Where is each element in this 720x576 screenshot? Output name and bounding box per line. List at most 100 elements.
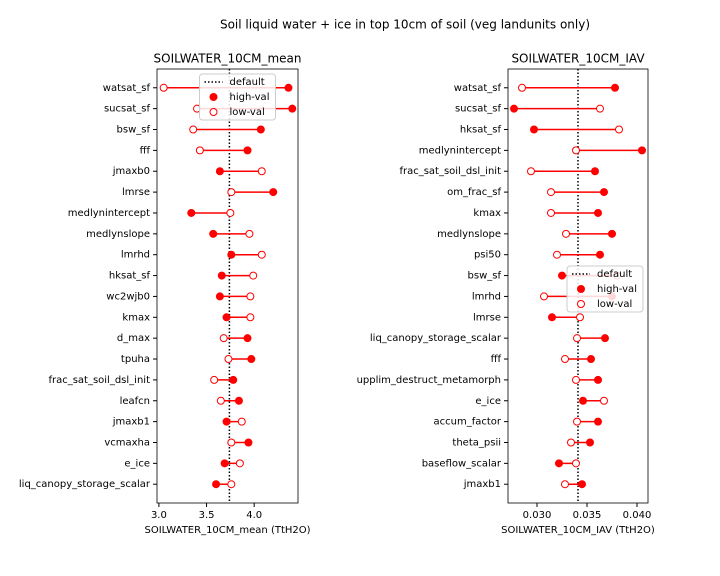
- filled-marker: [244, 438, 253, 447]
- open-marker: [576, 313, 584, 322]
- legend-marker: [577, 285, 585, 293]
- filled-marker: [608, 229, 616, 238]
- legend-label: default: [230, 77, 265, 88]
- legend-label: default: [597, 269, 632, 280]
- filled-marker: [600, 188, 608, 197]
- open-marker: [567, 438, 575, 447]
- filled-marker: [284, 83, 293, 92]
- axes-frame: [507, 68, 649, 504]
- y-tick-label: watsat_sf: [103, 83, 151, 94]
- open-marker: [561, 480, 569, 489]
- y-tick-label: medlynslope: [86, 229, 150, 240]
- filled-marker: [227, 250, 236, 259]
- filled-marker: [555, 459, 563, 468]
- open-marker: [572, 375, 580, 384]
- filled-marker: [594, 375, 602, 384]
- legend-marker: [209, 93, 218, 101]
- filled-marker: [215, 167, 224, 176]
- y-tick-label: medlynintercept: [68, 208, 150, 219]
- filled-marker: [243, 146, 252, 155]
- filled-marker: [594, 208, 602, 217]
- y-tick-label: e_ice: [124, 458, 150, 469]
- open-marker: [573, 334, 581, 343]
- y-tick-label: watsat_sf: [454, 83, 502, 94]
- y-tick-label: wc2wjb0: [106, 291, 150, 302]
- filled-marker: [601, 334, 609, 343]
- legend-label: high-val: [230, 92, 270, 103]
- filled-marker: [288, 104, 297, 113]
- open-marker: [573, 417, 581, 426]
- open-marker: [547, 208, 555, 217]
- y-tick-label: leafcn: [120, 396, 150, 407]
- open-marker: [246, 292, 255, 301]
- filled-marker: [220, 459, 229, 468]
- x-tick-label: 0.035: [573, 510, 602, 521]
- legend-marker: [577, 300, 585, 308]
- open-marker: [227, 438, 236, 447]
- open-marker: [600, 396, 608, 405]
- open-marker: [527, 167, 535, 176]
- open-marker: [257, 250, 266, 259]
- filled-marker: [548, 313, 556, 322]
- y-tick-label: medlynintercept: [419, 145, 501, 156]
- y-tick-label: d_max: [117, 333, 150, 344]
- open-marker: [562, 229, 570, 238]
- filled-marker: [247, 355, 256, 364]
- open-marker: [235, 459, 244, 468]
- x-tick-label: 0.030: [523, 510, 552, 521]
- filled-marker: [587, 355, 595, 364]
- y-tick-label: fff: [140, 145, 151, 156]
- legend-label: low-val: [597, 299, 632, 310]
- filled-marker: [243, 334, 252, 343]
- y-tick-label: theta_psii: [452, 437, 501, 448]
- y-tick-label: liq_canopy_storage_scalar: [370, 333, 502, 344]
- open-marker: [246, 313, 255, 322]
- y-tick-label: frac_sat_soil_dsl_init: [399, 166, 501, 177]
- y-tick-label: bsw_sf: [117, 125, 151, 136]
- y-tick-label: hksat_sf: [109, 271, 151, 282]
- open-marker: [245, 229, 254, 238]
- y-tick-label: hksat_sf: [460, 125, 502, 136]
- filled-marker: [209, 229, 218, 238]
- y-tick-label: baseflow_scalar: [422, 458, 502, 469]
- filled-marker: [510, 104, 518, 113]
- open-marker: [210, 375, 219, 384]
- y-tick-label: lmrse: [122, 187, 150, 198]
- open-marker: [257, 167, 266, 176]
- x-tick-label: 3.0: [151, 510, 167, 521]
- open-marker: [219, 334, 228, 343]
- filled-marker: [229, 375, 238, 384]
- open-marker: [547, 188, 555, 197]
- filled-marker: [269, 188, 278, 197]
- legend-box: [199, 73, 276, 121]
- legend-box: [566, 265, 644, 313]
- open-marker: [572, 459, 580, 468]
- y-tick-label: kmax: [473, 208, 501, 219]
- y-tick-label: e_ice: [475, 396, 501, 407]
- filled-marker: [222, 417, 231, 426]
- filled-marker: [591, 167, 599, 176]
- filled-marker: [530, 125, 538, 134]
- filled-marker: [212, 480, 221, 489]
- filled-marker: [594, 417, 602, 426]
- open-marker: [615, 125, 623, 134]
- filled-marker: [217, 271, 226, 280]
- legend-label: high-val: [597, 284, 637, 295]
- x-tick-label: 0.040: [623, 510, 652, 521]
- open-marker: [237, 417, 246, 426]
- y-tick-label: lmrhd: [121, 250, 150, 261]
- y-tick-label: jmaxb0: [112, 166, 150, 177]
- filled-marker: [558, 271, 566, 280]
- y-tick-label: jmaxb1: [112, 417, 150, 428]
- filled-marker: [578, 480, 586, 489]
- open-marker: [249, 271, 258, 280]
- x-tick-label: 4.0: [246, 510, 262, 521]
- axes-frame: [156, 68, 299, 504]
- open-marker: [216, 396, 225, 405]
- filled-marker: [256, 125, 265, 134]
- y-tick-label: accum_factor: [434, 417, 502, 428]
- y-tick-label: om_frac_sf: [447, 187, 501, 198]
- open-marker: [224, 355, 233, 364]
- y-tick-label: psi50: [474, 250, 501, 261]
